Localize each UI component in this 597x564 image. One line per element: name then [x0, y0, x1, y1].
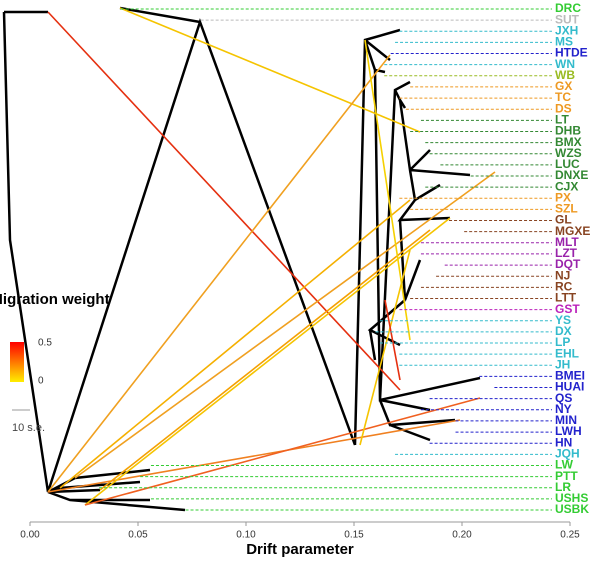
leaf-label: HUAI [555, 380, 584, 394]
legend-gradient [10, 342, 24, 382]
legend-title: Migration weight [0, 291, 110, 308]
leaf-label: LTT [555, 291, 577, 305]
leaf-label: DHB [555, 124, 581, 138]
leaf-label: BMX [555, 135, 582, 149]
leaf-label: DX [555, 324, 572, 338]
leaf-label: PTT [555, 469, 578, 483]
leaf-label: CJX [555, 179, 578, 193]
leaf-label: MS [555, 35, 573, 49]
leaf-label: USHS [555, 491, 588, 505]
leaf-label: QS [555, 391, 572, 405]
scale-bar-label: 10 s.e. [12, 422, 45, 434]
leaf-label: JXH [555, 23, 578, 37]
leaf-label: SUT [555, 12, 580, 26]
x-tick-label: 0.05 [128, 530, 148, 541]
leaf-label: MLT [555, 235, 579, 249]
leaf-label: WZS [555, 146, 582, 160]
migration-arrows [47, 7, 496, 506]
leaf-label: EHL [555, 346, 579, 360]
x-tick-label: 0.00 [20, 530, 40, 541]
leaf-label: GST [555, 302, 580, 316]
leaf-label: GL [555, 213, 572, 227]
leaf-label: HN [555, 435, 572, 449]
leaf-label: NY [555, 402, 572, 416]
leaf-label: LR [555, 480, 571, 494]
leaf-label: DNXE [555, 168, 588, 182]
leaf-label: MGXE [555, 224, 590, 238]
leaf-label: SZL [555, 202, 578, 216]
leaf-label: MIN [555, 413, 577, 427]
leaf-label: HTDE [555, 46, 588, 60]
legend-min: 0 [38, 376, 44, 387]
x-tick-label: 0.20 [452, 530, 472, 541]
leaf-label: TC [555, 90, 571, 104]
leaf-label: WN [555, 57, 575, 71]
x-axis-label: Drift parameter [246, 541, 354, 558]
leaf-label: LWH [555, 424, 582, 438]
leaf-label: LW [555, 458, 574, 472]
leaf-label: DS [555, 101, 572, 115]
leaf-label: JQH [555, 447, 580, 461]
leaf-label: GX [555, 79, 572, 93]
leaf-label: DRC [555, 1, 581, 15]
leaf-label: USBK [555, 502, 589, 516]
leaf-label: RC [555, 280, 573, 294]
tree-branches [2, 6, 481, 512]
leaf-label: LP [555, 335, 570, 349]
x-tick-label: 0.10 [236, 530, 256, 541]
x-tick-label: 0.25 [560, 530, 580, 541]
leaf-label: DQT [555, 257, 581, 271]
leaf-label: PX [555, 190, 571, 204]
x-tick-label: 0.15 [344, 530, 364, 541]
leaf-label: NJ [555, 268, 570, 282]
leaf-label: LZT [555, 246, 578, 260]
leaf-label: LT [555, 113, 569, 127]
legend-max: 0.5 [38, 338, 52, 349]
leaf-label: BMEI [555, 369, 585, 383]
leaf-label: YS [555, 313, 571, 327]
leaf-label: LUC [555, 157, 580, 171]
leaf-label: WB [555, 68, 575, 82]
leaf-label: JH [555, 357, 570, 371]
